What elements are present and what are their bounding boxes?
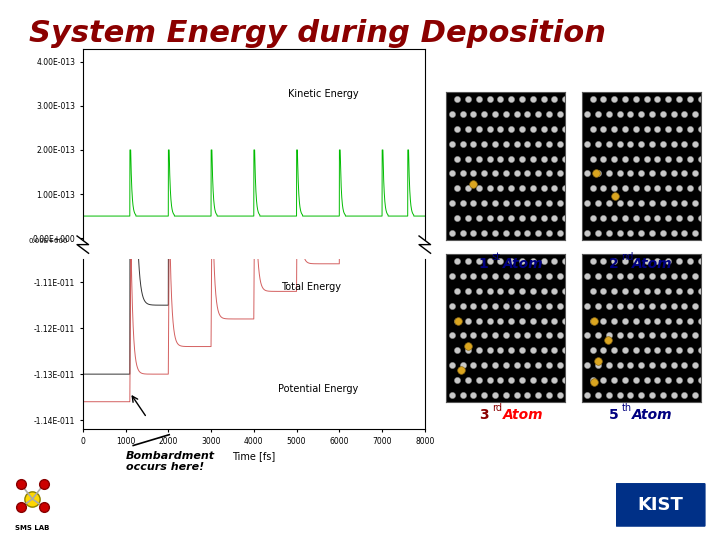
Text: rd: rd	[492, 403, 502, 414]
Text: KIST: KIST	[638, 496, 683, 514]
Text: Atom: Atom	[632, 408, 672, 422]
Text: Potential Energy: Potential Energy	[278, 384, 358, 394]
Text: 1: 1	[479, 256, 489, 271]
Text: st: st	[492, 252, 500, 262]
Text: Atom: Atom	[503, 256, 543, 271]
Text: 3: 3	[479, 408, 488, 422]
Text: nd: nd	[621, 252, 634, 262]
Text: Total Energy: Total Energy	[281, 282, 341, 292]
Text: 5: 5	[608, 408, 618, 422]
Text: SMS LAB: SMS LAB	[15, 525, 50, 531]
Text: th: th	[621, 403, 631, 414]
X-axis label: Time [fs]: Time [fs]	[232, 451, 276, 462]
Text: Atom: Atom	[632, 256, 672, 271]
Text: Kinetic Energy: Kinetic Energy	[288, 89, 359, 98]
Text: System Energy during Deposition: System Energy during Deposition	[29, 19, 606, 48]
FancyBboxPatch shape	[616, 483, 706, 527]
Text: 2: 2	[608, 256, 618, 271]
Text: 0.00E+000: 0.00E+000	[29, 238, 68, 245]
Text: Bombardment
occurs here!: Bombardment occurs here!	[126, 451, 215, 472]
Text: Atom: Atom	[503, 408, 543, 422]
